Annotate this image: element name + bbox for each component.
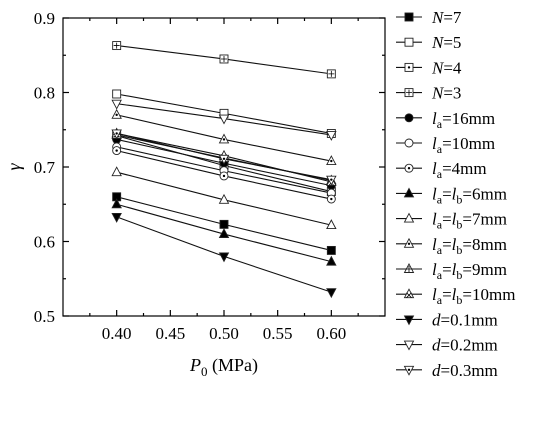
x-tick-label: 0.45: [155, 324, 185, 343]
legend-item-3: N=4: [396, 58, 462, 77]
legend-label: d=0.2mm: [432, 336, 498, 355]
legend-marker: [403, 340, 415, 351]
legend-marker-cross: [406, 292, 412, 298]
series-9: [111, 166, 337, 230]
legend-marker: [403, 288, 415, 299]
series-4: [112, 41, 336, 79]
data-point-cross: [113, 42, 120, 49]
data-point: [111, 198, 122, 209]
data-point: [218, 114, 230, 125]
series-13: [111, 212, 337, 299]
x-tick-label: 0.50: [209, 324, 239, 343]
data-point: [112, 89, 122, 99]
legend-marker-center: [407, 66, 411, 69]
y-tick-label: 0.8: [34, 84, 55, 103]
y-tick-label: 0.5: [34, 307, 55, 326]
data-point: [219, 219, 229, 229]
data-point: [218, 193, 230, 204]
legend-item-4: N=3: [396, 84, 461, 103]
data-point-center: [330, 178, 333, 181]
legend-item-1: N=7: [396, 8, 462, 27]
legend-marker: [404, 37, 414, 47]
series-8: [111, 198, 337, 266]
legend-marker: [403, 187, 415, 198]
legend-label: la=16mm: [432, 109, 495, 131]
legend-label: la=lb=6mm: [432, 184, 507, 206]
legend-item-13: d=0.1mm: [396, 310, 498, 329]
data-point-center: [115, 149, 118, 152]
legend-marker: [403, 315, 415, 326]
x-axis-ticks: 0.40 0.45 0.50 0.55 0.60: [89, 18, 359, 343]
legend-marker-cross: [406, 266, 412, 272]
legend-item-6: la=10mm: [396, 134, 495, 156]
x-axis-label: P0 (MPa): [189, 355, 258, 379]
data-point-center: [330, 159, 333, 163]
legend-marker: [403, 212, 415, 223]
y-axis-label: γ: [4, 163, 24, 171]
data-point: [326, 245, 336, 255]
legend-item-10: la=lb=8mm: [396, 235, 507, 257]
legend-label: N=3: [431, 84, 461, 103]
series-10: [111, 108, 337, 165]
legend-label: la=lb=9mm: [432, 260, 507, 282]
data-point-center: [222, 157, 226, 161]
legend-marker-center: [407, 368, 411, 371]
legend-label: la=10mm: [432, 134, 495, 156]
legend-item-5: la=16mm: [396, 109, 495, 131]
legend-marker-center: [407, 167, 411, 170]
y-tick-label: 0.6: [34, 233, 55, 252]
x-tick-label: 0.60: [316, 324, 346, 343]
series-layer: [111, 41, 337, 299]
y-tick-label: 0.7: [34, 158, 56, 177]
data-point: [218, 252, 230, 263]
legend-item-2: N=5: [396, 33, 461, 52]
legend-marker: [404, 138, 414, 148]
data-point: [326, 255, 337, 266]
data-point: [218, 228, 230, 239]
data-point: [111, 212, 122, 223]
series-7: [112, 146, 336, 204]
legend-item-7: la=4mm: [396, 159, 487, 181]
data-point-center: [222, 138, 226, 141]
legend-item-14: d=0.2mm: [396, 336, 498, 355]
data-point: [326, 219, 337, 230]
legend-label: N=7: [431, 8, 462, 27]
legend-label: la=4mm: [432, 159, 487, 181]
data-point: [326, 288, 337, 299]
data-point-center: [222, 174, 226, 178]
legend: N=7 N=5 N=4 N=3 la=16mm la=10mm la=4mm la=lb=6m…: [396, 8, 515, 380]
legend-marker: [404, 113, 414, 123]
legend-item-15: d=0.3mm: [396, 361, 498, 380]
legend-marker-cross: [406, 89, 412, 96]
y-tick-label: 0.9: [34, 9, 55, 28]
series-15: [111, 129, 337, 186]
legend-item-12: la=lb=10mm: [396, 285, 515, 307]
series-14: [111, 99, 337, 141]
data-point-center: [115, 113, 118, 117]
legend-marker: [404, 12, 414, 22]
legend-label: la=lb=8mm: [432, 235, 507, 257]
legend-item-9: la=lb=7mm: [396, 210, 507, 232]
legend-label: N=5: [431, 33, 461, 52]
data-point: [111, 99, 122, 110]
data-point: [111, 166, 122, 177]
legend-item-8: la=lb=6mm: [396, 184, 507, 206]
legend-label: la=lb=10mm: [432, 285, 515, 307]
legend-label: d=0.1mm: [432, 310, 498, 329]
y-axis-ticks: 0.5 0.6 0.7 0.8 0.9: [34, 9, 385, 326]
x-tick-label: 0.55: [263, 324, 293, 343]
data-point-cross: [221, 55, 227, 62]
data-point-center: [115, 132, 118, 135]
x-tick-label: 0.40: [102, 324, 132, 343]
data-point-center: [330, 197, 333, 201]
legend-marker-center: [407, 242, 411, 245]
data-point: [326, 131, 337, 141]
legend-label: la=lb=7mm: [432, 210, 507, 232]
legend-label: N=4: [431, 58, 462, 77]
data-point-cross: [328, 70, 335, 77]
legend-item-11: la=lb=9mm: [396, 260, 507, 282]
legend-label: d=0.3mm: [432, 361, 498, 380]
